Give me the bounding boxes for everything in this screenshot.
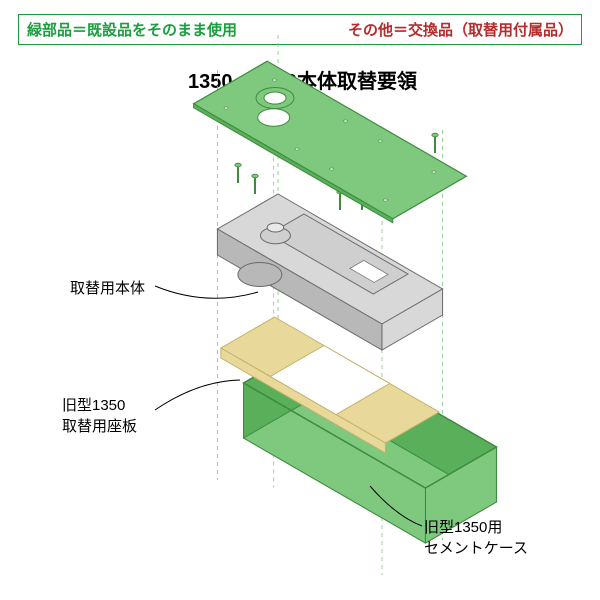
callout-seat-plate-line1: 旧型1350 bbox=[62, 397, 125, 414]
callout-cement-case: 旧型1350用 セメントケース bbox=[424, 517, 528, 559]
callout-seat-plate-line2: 取替用座板 bbox=[62, 418, 137, 435]
callout-cement-case-line1: 旧型1350用 bbox=[424, 519, 502, 536]
callout-cement-case-line2: セメントケース bbox=[424, 540, 528, 557]
callout-seat-plate: 旧型1350 取替用座板 bbox=[62, 395, 137, 437]
callout-main-body: 取替用本体 bbox=[70, 278, 145, 299]
exploded-diagram bbox=[0, 0, 600, 600]
